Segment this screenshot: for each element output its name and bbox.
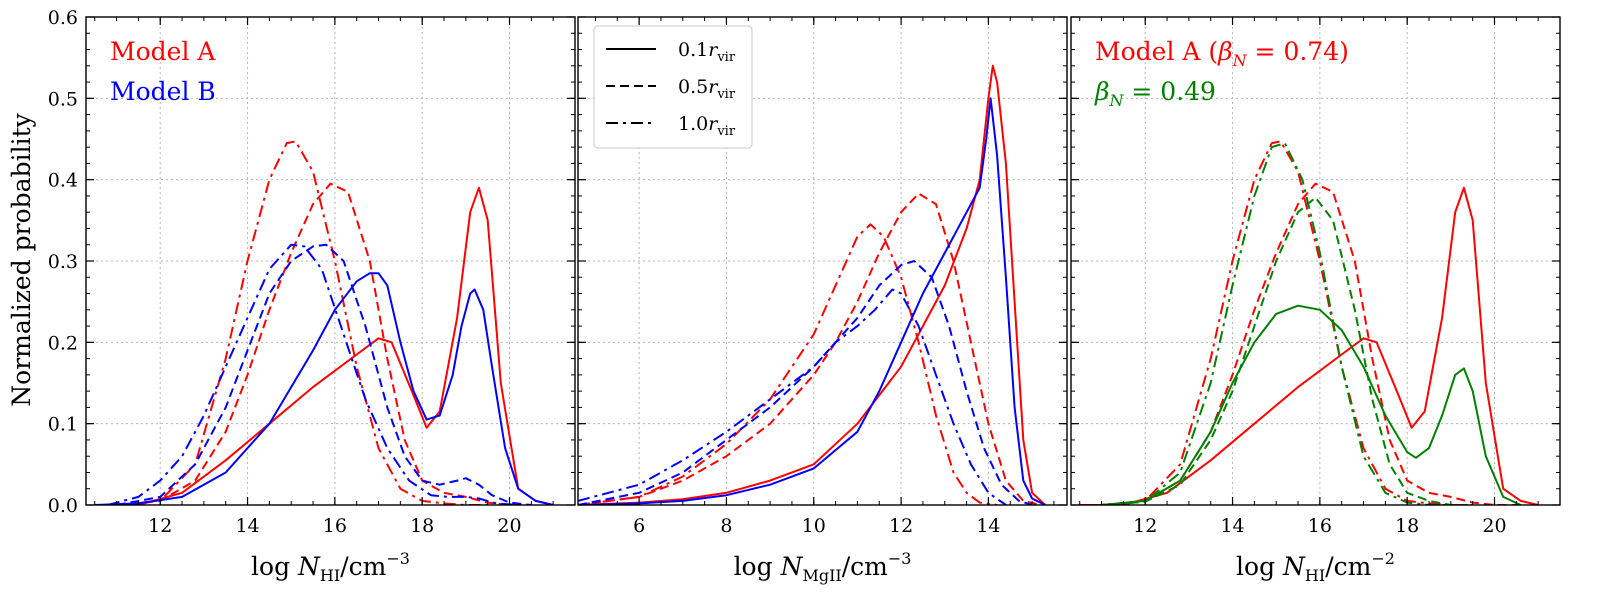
x-axis-title: log NHI/cm−3 [251,549,410,585]
legend-label-number: 1.0 [678,113,708,135]
series-line-solid [578,97,1046,505]
annotation-text: Model A ( [1095,37,1218,66]
series-line-solid [1101,304,1522,505]
x-tick-label: 18 [410,515,434,537]
annotation-math: β [1217,37,1232,66]
series-line-dashed [578,192,1042,505]
series-line-solid [1079,186,1539,505]
legend-label: 0.1rvir [678,39,736,65]
annotation-text: = 0.49 [1123,77,1216,106]
annotation-label: Model A [110,37,216,66]
annotation-label: Model A (βN = 0.74) [1095,37,1349,70]
legend-label-variable: r [708,39,719,61]
annotation-text: = 0.74) [1247,37,1349,66]
x-axis-title-superscript: −3 [386,549,410,568]
series-line-dashdot [1101,140,1473,505]
series-line-dashdot [578,223,998,505]
legend-label: 0.5rvir [678,76,736,102]
x-axis-title-unit: /cm [842,552,888,581]
series-line-dashed [116,182,532,505]
legend-label-number: 0.1 [678,39,708,61]
series-line-dashed [578,260,1033,505]
x-axis-title-unit: /cm [340,552,386,581]
legend-label-variable: r [708,76,719,98]
series-group [94,140,554,505]
legend-label: 1.0rvir [678,113,736,139]
x-tick-label: 20 [1482,515,1506,537]
legend-box [593,25,753,149]
x-tick-label: 14 [235,515,259,537]
legend-label-subscript: vir [716,50,736,65]
x-axis-title-variable: N [1282,552,1306,581]
y-tick-label: 0.0 [48,495,78,517]
x-tick-label: 20 [497,515,521,537]
series-line-dashdot [107,243,519,505]
series-line-solid [94,186,554,505]
x-axis-title-prefix: log [734,552,781,581]
series-line-solid [94,272,554,505]
annotation-label: βN = 0.49 [1094,77,1216,110]
y-tick-label: 0.3 [48,251,78,273]
x-axis-title-superscript: −2 [1371,549,1395,568]
x-axis-title-superscript: −3 [888,549,912,568]
series-line-dashed [1101,182,1517,505]
series-line-dashdot [1101,142,1451,505]
x-axis-title-variable: N [780,552,804,581]
series-line-dashdot [116,140,488,505]
x-tick-label: 14 [1220,515,1244,537]
x-axis-title-prefix: log [1236,552,1283,581]
annotation-math: β [1094,77,1109,106]
legend-label-variable: r [708,113,719,135]
x-tick-label: 10 [802,515,826,537]
series-line-dashed [116,243,532,505]
x-axis-title-variable: N [297,552,321,581]
annotation-label: Model B [110,77,216,106]
y-axis-title: Normalized probability [7,112,36,406]
y-tick-label: 0.4 [48,170,78,192]
x-tick-label: 8 [720,515,732,537]
x-tick-label: 12 [148,515,172,537]
x-tick-label: 12 [1133,515,1157,537]
x-axis-title-subscript: HI [320,566,340,585]
x-tick-label: 18 [1395,515,1419,537]
x-tick-label: 6 [633,515,645,537]
legend-label-subscript: vir [716,124,736,139]
x-tick-label: 16 [323,515,347,537]
x-tick-label: 12 [889,515,913,537]
series-line-dashdot [578,288,1007,505]
x-axis-title-subscript: MgII [802,566,841,585]
x-axis-title-unit: /cm [1325,552,1371,581]
y-tick-label: 0.5 [48,88,78,110]
series-group [578,64,1046,505]
x-axis-title-prefix: log [251,552,298,581]
x-tick-label: 14 [976,515,1000,537]
legend-label-subscript: vir [716,87,736,102]
legend-label-number: 0.5 [678,76,708,98]
y-tick-label: 0.2 [48,332,78,354]
x-axis-title: log NMgII/cm−3 [734,549,912,585]
y-tick-label: 0.6 [48,7,78,29]
series-line-dashed [1101,196,1473,505]
annotation-math-subscript: N [1108,91,1124,110]
annotation-math-subscript: N [1232,51,1248,70]
x-axis-title: log NHI/cm−2 [1236,549,1395,585]
y-tick-label: 0.1 [48,414,78,436]
series-line-solid [578,64,1046,505]
chart-panel-1: 12 14 16 18 20 0.0 0.1 0.2 0.3 0.4 0.5 0.6 log NHI/c… [48,7,576,585]
x-axis-title-subscript: HI [1305,566,1325,585]
x-tick-label: 16 [1308,515,1332,537]
series-group [1079,140,1539,505]
